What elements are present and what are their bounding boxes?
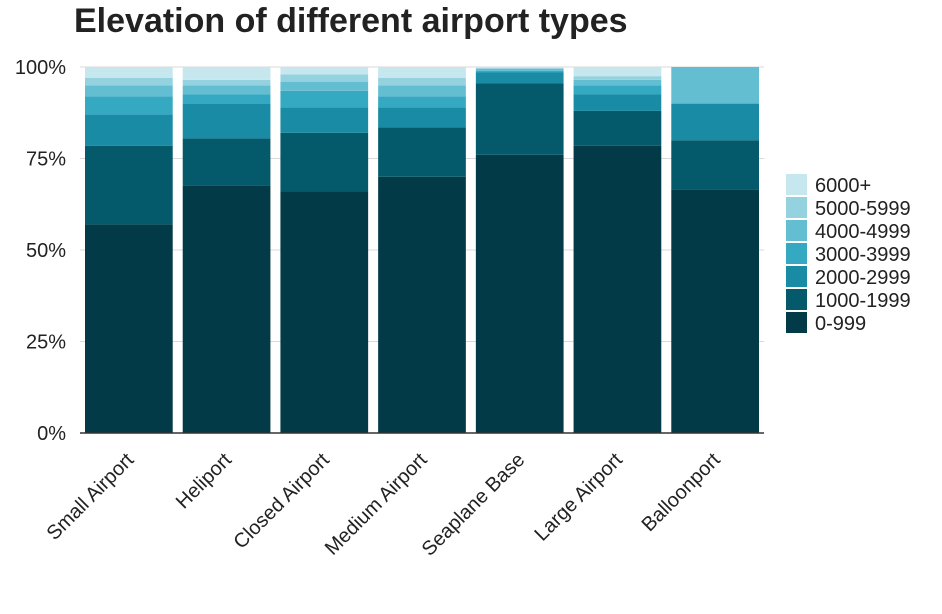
bar-segment (85, 224, 173, 433)
bar-segment (280, 107, 369, 133)
x-tick-label: Balloonport (638, 449, 725, 536)
bar-segment (85, 85, 173, 97)
bar-segment (280, 90, 369, 108)
chart-title: Elevation of different airport types (74, 2, 628, 40)
x-tick-label: Small Airport (43, 449, 139, 545)
bar-segment (182, 138, 271, 186)
bar-segment (671, 103, 759, 141)
bar-segment (378, 176, 466, 434)
bar-segment (378, 85, 466, 97)
x-tick-label: Seaplane Base (418, 449, 529, 560)
y-tick-label: 25% (26, 332, 66, 354)
bar-segment (573, 94, 662, 111)
legend-swatch (786, 266, 807, 287)
legend-swatch (786, 243, 807, 264)
legend-swatch (786, 197, 807, 218)
y-tick-label: 0% (37, 423, 66, 445)
bar-segment (85, 77, 173, 86)
legend-label: 5000-5999 (815, 198, 911, 220)
bar-segment (671, 140, 759, 190)
bar-segment (671, 67, 759, 104)
bar-segment (475, 67, 564, 69)
bar-segment (182, 185, 271, 433)
bar-segment (378, 67, 466, 78)
legend-label: 2000-2999 (815, 267, 911, 289)
bar-segment (85, 145, 173, 225)
bar-segment (573, 110, 662, 146)
bar-segment (182, 85, 271, 95)
y-tick-label: 50% (26, 240, 66, 262)
bar-segment (85, 114, 173, 146)
x-tick-label: Closed Airport (229, 449, 334, 554)
bar-segment (378, 77, 466, 86)
legend-label: 4000-4999 (815, 221, 911, 243)
x-tick-label: Large Airport (530, 449, 627, 546)
bar-segment (378, 107, 466, 128)
bar-segment (378, 96, 466, 108)
bar-segment (475, 72, 564, 84)
x-tick-label: Heliport (172, 449, 237, 514)
legend-label: 1000-1999 (815, 290, 911, 312)
bar-segment (85, 96, 173, 115)
bar-segment (475, 67, 564, 68)
bar-segment (182, 67, 271, 80)
bar-segment (573, 79, 662, 86)
y-tick-label: 75% (26, 149, 66, 171)
bar-segment (85, 67, 173, 78)
legend-label: 3000-3999 (815, 244, 911, 266)
bar-segment (182, 79, 271, 86)
bar-segment (475, 154, 564, 433)
legend: 6000+5000-59994000-49993000-39992000-299… (786, 174, 911, 335)
bar-segment (280, 191, 369, 433)
bar-segment (573, 145, 662, 433)
legend-swatch (786, 220, 807, 241)
x-tick-label: Medium Airport (321, 449, 432, 560)
bar-segment (573, 85, 662, 95)
bar-segment (475, 83, 564, 155)
bar-segment (280, 81, 369, 91)
legend-swatch (786, 312, 807, 333)
legend-swatch (786, 289, 807, 310)
bar-segment (280, 74, 369, 82)
legend-label: 0-999 (815, 313, 866, 335)
bar-segment (573, 76, 662, 80)
bar-segment (280, 132, 369, 192)
bars (85, 67, 759, 434)
legend-swatch (786, 174, 807, 195)
y-tick-label: 100% (15, 57, 66, 79)
bar-segment (475, 70, 564, 73)
bar-segment (475, 68, 564, 71)
bar-segment (182, 103, 271, 139)
bar-segment (182, 94, 271, 104)
bar-segment (573, 67, 662, 77)
bar-segment (280, 67, 369, 75)
legend-label: 6000+ (815, 175, 871, 197)
bar-segment (671, 189, 759, 433)
bar-segment (378, 127, 466, 177)
